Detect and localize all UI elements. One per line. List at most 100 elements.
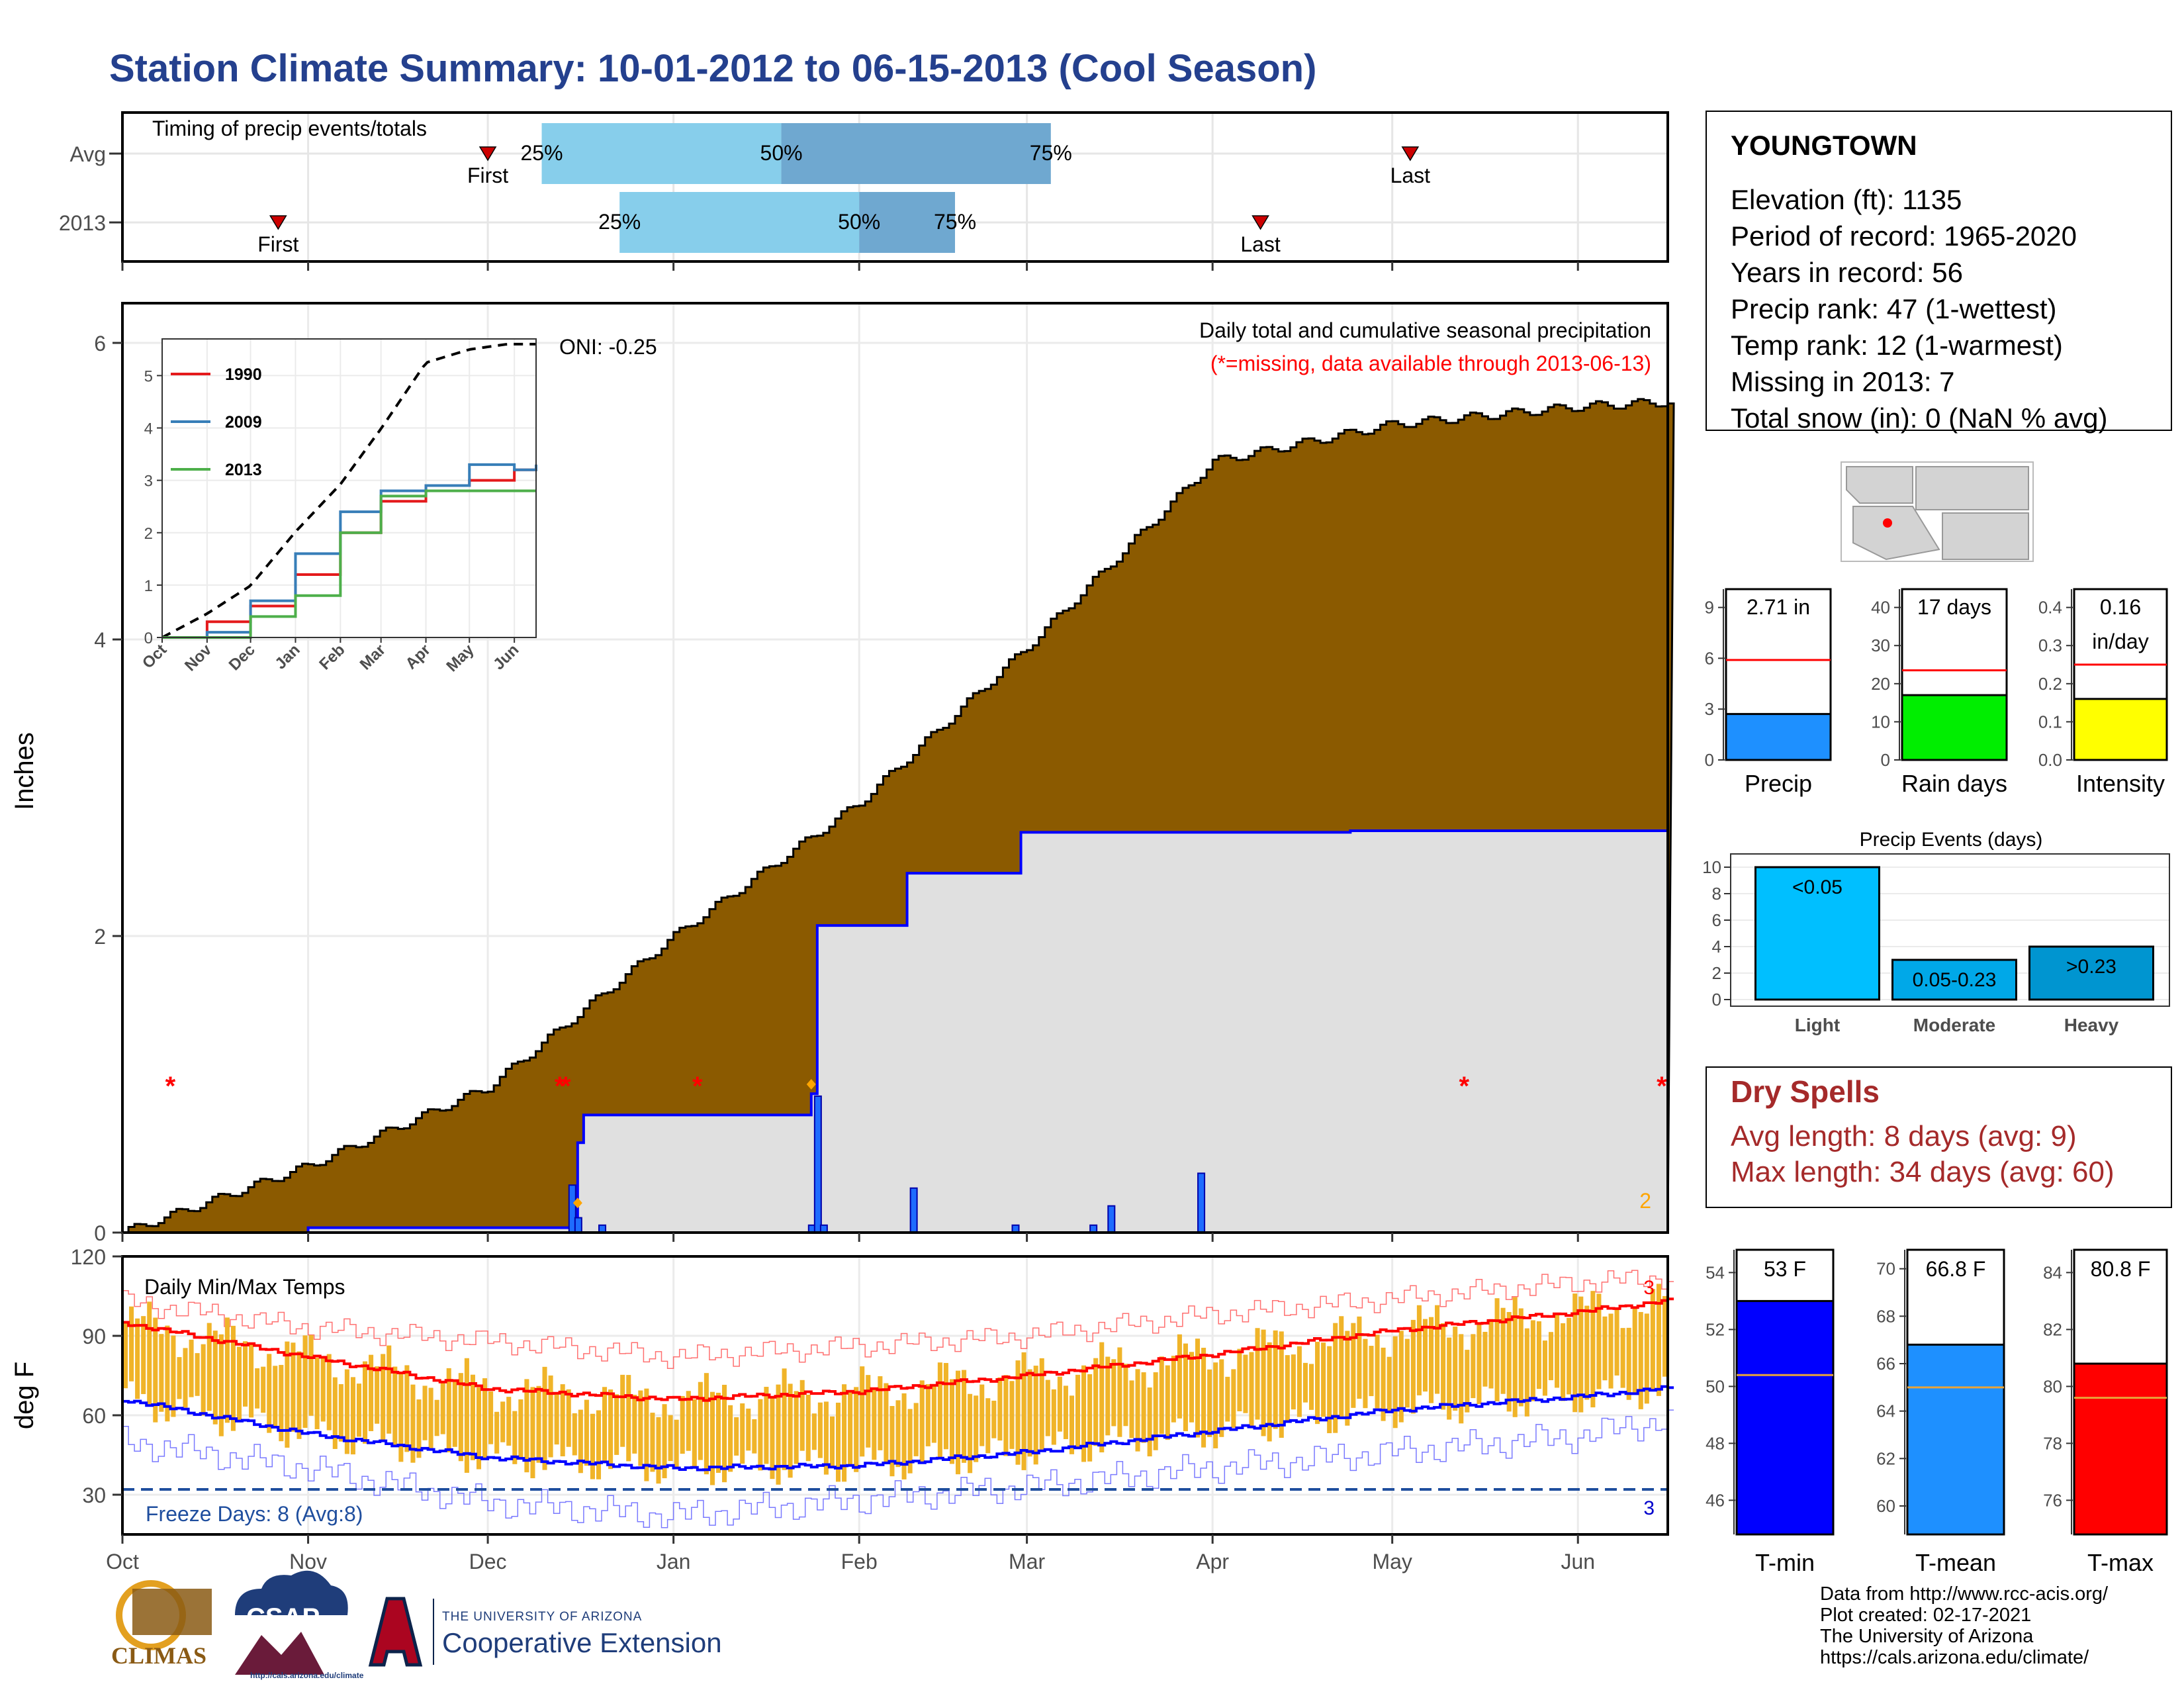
climas-logo-text: CLIMAS — [111, 1642, 207, 1669]
csap-cloud-icon — [235, 1570, 348, 1615]
daily-temp-bar — [1273, 1330, 1278, 1429]
daily-temp-bar — [872, 1387, 877, 1460]
tmin-name-label: T-min — [1755, 1549, 1815, 1576]
precip-event-bar-label: <0.05 — [1792, 876, 1843, 898]
inset-y-tick-label: 5 — [144, 367, 153, 385]
precip-event-bar-label: 0.05-0.23 — [1913, 969, 1997, 991]
daily-temp-bar — [1165, 1365, 1170, 1440]
temp-panel-border — [121, 1255, 1669, 1536]
precip-event-bar-moderate — [1891, 959, 2017, 1001]
first-event-label: First — [467, 164, 508, 187]
daily-precip-bar — [813, 1095, 822, 1234]
daily-temp-bar — [1482, 1331, 1488, 1387]
month-tick-label: Mar — [1009, 1550, 1045, 1573]
daily-temp-bar — [398, 1372, 404, 1462]
dry-spells-box — [1706, 1066, 2172, 1208]
missing-day-marker: * — [165, 1072, 176, 1101]
daily-temp-bar — [350, 1377, 355, 1455]
temp-y-tick-label: 120 — [71, 1245, 106, 1269]
inset-series-line-2013 — [162, 489, 536, 639]
ua-top-text: THE UNIVERSITY OF ARIZONA — [442, 1610, 643, 1624]
daily-temp-bar — [218, 1334, 224, 1436]
daily-temp-bar — [943, 1363, 948, 1450]
daily-temp-bar — [835, 1402, 841, 1482]
month-tick-label: Nov — [289, 1550, 327, 1573]
precip-corner-count: 2 — [1639, 1189, 1651, 1213]
temp-heading: Daily Min/Max Temps — [144, 1275, 345, 1299]
tmax-value-label: 80.8 F — [2091, 1257, 2151, 1281]
daily-temp-bar — [536, 1385, 541, 1463]
daily-temp-bar — [1524, 1328, 1529, 1417]
daily-temp-bar — [279, 1364, 284, 1442]
daily-temp-bar — [1459, 1334, 1464, 1424]
tmin-y-tick-label: 54 — [1706, 1262, 1725, 1282]
month-tick-label: Jun — [1561, 1550, 1595, 1573]
daily-temp-bar — [212, 1331, 218, 1425]
daily-temp-bar — [524, 1379, 529, 1473]
daily-temp-bar — [596, 1410, 602, 1479]
rain-days-name-label: Rain days — [1901, 770, 2007, 797]
missing-day-marker: * — [692, 1072, 703, 1101]
daily-temp-bar — [776, 1384, 781, 1485]
daily-temp-bar — [1572, 1293, 1578, 1413]
station-years: Years in record: 56 — [1731, 257, 1963, 288]
tmean-y-tick-label: 62 — [1876, 1448, 1895, 1468]
daily-temp-bar — [1302, 1362, 1308, 1403]
daily-temp-bar — [842, 1384, 847, 1482]
daily-temp-bar — [554, 1392, 559, 1445]
rain-days-value-label: 17 days — [1917, 595, 1991, 619]
events-y-tick-label: 10 — [1702, 857, 1721, 877]
daily-temp-bar — [686, 1391, 691, 1451]
daily-temp-bar — [974, 1395, 979, 1462]
daily-temp-bar — [1099, 1342, 1105, 1453]
daily-temp-bar — [1225, 1376, 1230, 1422]
daily-temp-bar — [860, 1366, 865, 1457]
daily-temp-bar — [1542, 1340, 1547, 1396]
daily-temp-bar — [1308, 1364, 1314, 1410]
daily-temp-bar — [255, 1368, 260, 1409]
daily-temp-bar — [962, 1370, 967, 1463]
daily-temp-bar — [1375, 1335, 1380, 1409]
precip-y-tick-label: 4 — [94, 628, 106, 652]
temp-y-tick-label: 30 — [82, 1483, 106, 1507]
daily-temp-bar — [1135, 1369, 1140, 1452]
daily-temp-bar — [620, 1374, 625, 1447]
tmax-y-tick-label: 76 — [2043, 1490, 2062, 1510]
orange-marker — [572, 1197, 582, 1209]
missing-note: (*=missing, data available through 2013-… — [1210, 352, 1651, 375]
csap-url: http://cals.arizona.edu/climate — [250, 1671, 364, 1680]
daily-temp-bar — [1105, 1356, 1111, 1436]
tmin-y-tick-label: 48 — [1706, 1433, 1725, 1453]
ua-bottom-text: Cooperative Extension — [442, 1627, 722, 1658]
rain-days-y-tick-label: 0 — [1881, 750, 1890, 770]
tmax-y-tick-label: 78 — [2043, 1433, 2062, 1453]
daily-temp-bar — [895, 1400, 901, 1468]
daily-temp-bar — [1117, 1347, 1122, 1437]
daily-temp-bar — [1584, 1305, 1590, 1400]
daily-temp-bar — [578, 1409, 583, 1474]
daily-temp-bar — [752, 1419, 757, 1454]
daily-temp-bar — [1422, 1319, 1428, 1392]
daily-temp-bar — [159, 1334, 164, 1412]
daily-temp-bar — [363, 1361, 368, 1444]
precip-event-bar-label: >0.23 — [2066, 956, 2116, 978]
record-high-count: 3 — [1643, 1277, 1655, 1299]
daily-temp-bar — [1243, 1354, 1248, 1413]
daily-temp-bar — [243, 1341, 248, 1407]
month-tick-label: Feb — [841, 1550, 878, 1573]
station-period: Period of record: 1965-2020 — [1731, 220, 2077, 252]
daily-temp-bar — [1327, 1346, 1332, 1434]
daily-temp-bar — [638, 1390, 643, 1466]
precip-y-axis-label: Inches — [10, 732, 39, 810]
daily-temp-bar — [715, 1393, 721, 1473]
events-y-tick-label: 0 — [1712, 990, 1721, 1009]
map-state-utah-colorado — [1915, 466, 2029, 510]
daily-temp-bar — [848, 1392, 853, 1466]
daily-temp-bar — [1392, 1336, 1398, 1429]
events-y-tick-label: 8 — [1712, 884, 1721, 904]
precip-panel-border — [121, 302, 1669, 1234]
daily-temp-bar — [1416, 1305, 1422, 1395]
tmax-name-label: T-max — [2087, 1549, 2154, 1576]
daily-temp-bar — [985, 1398, 991, 1454]
daily-temp-bar — [997, 1377, 1003, 1441]
